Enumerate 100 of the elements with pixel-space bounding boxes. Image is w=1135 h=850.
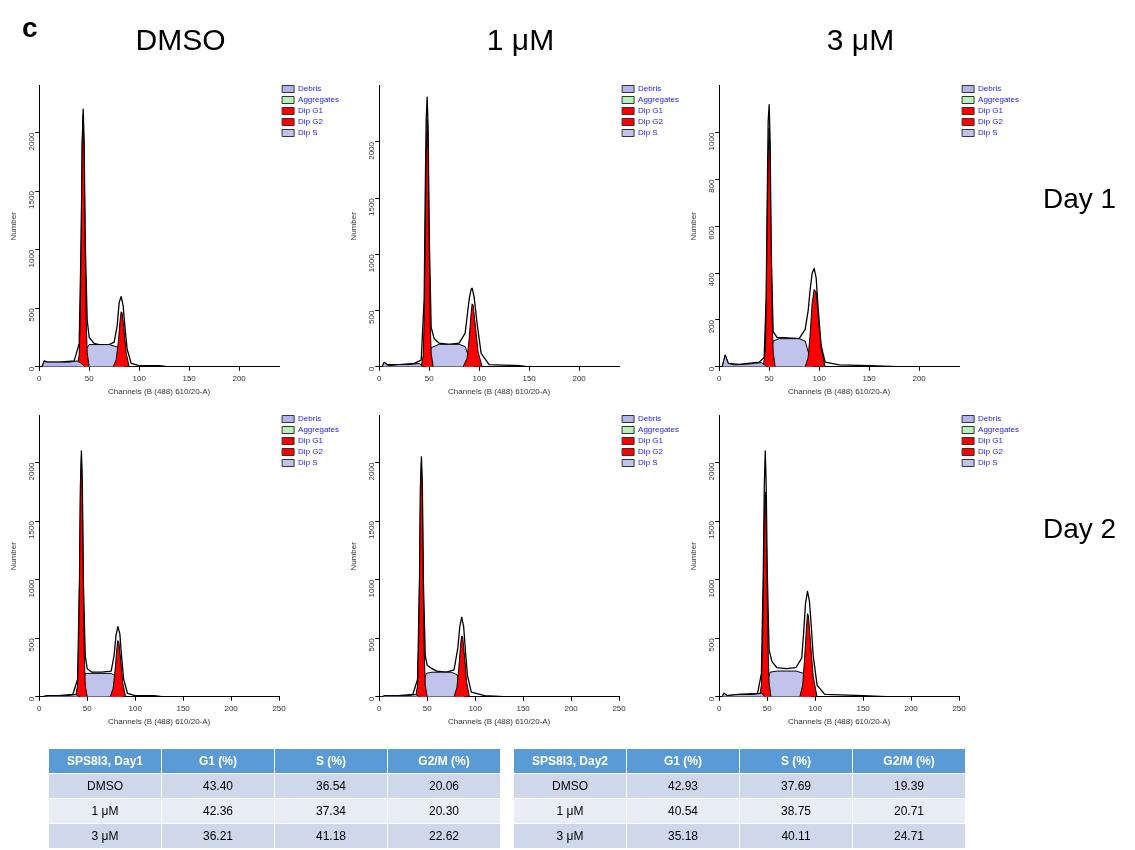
legend-label: Debris	[638, 414, 662, 424]
y-tick-label: 1500	[707, 520, 717, 539]
y-tick-label: 1500	[27, 190, 37, 209]
legend-label: Dip G1	[638, 436, 664, 446]
x-tick-label: 50	[762, 703, 773, 713]
y-tick-label: 1000	[367, 253, 377, 273]
legend-label: Dip G1	[298, 436, 324, 446]
x-tick-label: 150	[176, 703, 191, 713]
y-tick-label: 0	[707, 696, 717, 702]
y-tick-label: 500	[367, 637, 377, 652]
x-tick-label: 150	[862, 373, 877, 383]
data-label: 40.54	[626, 798, 740, 824]
y-tick-label: 1500	[27, 520, 37, 539]
legend-label: Dip G2	[638, 447, 664, 457]
y-tick-label: 2000	[367, 141, 377, 160]
x-tick-label: G1 (%)	[161, 748, 275, 774]
x-tick-label: S (%)	[274, 748, 388, 774]
y-tick-label: 1000	[707, 579, 717, 598]
chart-title: DMSO	[135, 23, 226, 56]
data-label: 19.39	[852, 773, 966, 799]
legend-label: Dip G1	[978, 106, 1004, 116]
x-tick-label: 50	[764, 373, 775, 383]
y-tick-label: 3 μM	[48, 823, 162, 849]
text: c	[22, 12, 38, 44]
data-label: 37.34	[274, 798, 388, 824]
x-tick-label: 100	[808, 703, 823, 713]
x-tick-label: 100	[468, 703, 483, 713]
y-axis-title: Number	[689, 211, 698, 241]
data-label: 35.18	[626, 823, 740, 849]
y-axis-title: Number	[9, 211, 18, 241]
x-tick-label: 100	[128, 703, 143, 713]
legend-label: Aggregates	[978, 95, 1019, 105]
y-tick-label: DMSO	[513, 773, 627, 799]
y-axis-title: Number	[349, 211, 358, 241]
legend-label: Aggregates	[978, 425, 1019, 435]
data-label: 36.54	[274, 773, 388, 799]
x-tick-label: 200	[572, 373, 587, 383]
x-tick-label: 200	[224, 703, 239, 713]
x-tick-label: 200	[904, 703, 919, 713]
x-tick-label: 250	[952, 703, 967, 713]
y-tick-label: 1000	[27, 249, 37, 268]
legend-label: Dip G2	[638, 117, 664, 127]
data-label: 42.93	[626, 773, 740, 799]
legend-label: Dip G2	[298, 447, 324, 457]
y-tick-label: 2000	[27, 132, 37, 151]
y-tick-label: 500	[27, 637, 37, 652]
y-tick-label: 3 μM	[513, 823, 627, 849]
y-tick-label: 0	[707, 366, 717, 372]
legend-label: Dip S	[298, 128, 318, 138]
data-label: 20.71	[852, 798, 966, 824]
legend-label: Dip G2	[978, 447, 1004, 457]
x-tick-label: 200	[232, 373, 247, 383]
legend-label: Debris	[978, 84, 1002, 94]
y-tick-label: 500	[367, 310, 377, 324]
chart-title: SPS8I3, Day1	[48, 748, 162, 774]
y-tick-label: 600	[707, 225, 717, 240]
data-label: 40.11	[739, 823, 853, 849]
legend-label: Dip S	[978, 128, 998, 138]
y-tick-label: 2000	[707, 462, 717, 481]
data-label: 24.71	[852, 823, 966, 849]
data-label: 43.40	[161, 773, 275, 799]
y-tick-label: 2000	[367, 462, 377, 481]
chart-title: 1 μM	[485, 23, 556, 57]
legend-label: Dip G2	[978, 117, 1004, 127]
x-tick-label: 100	[132, 373, 147, 383]
y-tick-label: 1500	[367, 197, 377, 216]
y-tick-label: 500	[707, 637, 717, 652]
x-axis-title: Channels (B (488) 610/20-A)	[788, 387, 891, 397]
legend-label: Debris	[298, 84, 322, 94]
data-label: 41.18	[274, 823, 388, 849]
legend-label: Dip G1	[638, 106, 664, 116]
legend-label: Aggregates	[298, 425, 339, 435]
legend-label: Dip S	[978, 458, 998, 468]
data-label: 22.62	[387, 823, 501, 849]
data-label: 36.21	[161, 823, 275, 849]
data-label: 42.36	[161, 798, 275, 824]
legend-label: Dip S	[638, 128, 658, 138]
y-tick-label: DMSO	[48, 773, 162, 799]
x-tick-label: 100	[472, 373, 487, 383]
y-tick-label: 1500	[367, 520, 377, 539]
legend-label: Debris	[638, 84, 662, 94]
legend-label: Debris	[978, 414, 1002, 424]
x-tick-label: 50	[422, 703, 433, 713]
legend-label: Dip G2	[298, 117, 324, 127]
y-tick-label: 2000	[27, 462, 37, 481]
x-tick-label: 150	[516, 703, 531, 713]
chart-title: 3 μM	[825, 23, 896, 57]
y-tick-label: 500	[27, 307, 37, 322]
data-label: 37.69	[739, 773, 853, 799]
y-tick-label: 200	[707, 319, 717, 334]
y-tick-label: 0	[367, 366, 377, 372]
legend-label: Dip G1	[978, 436, 1004, 446]
y-tick-label: 1 μM	[513, 798, 627, 824]
legend-label: Aggregates	[638, 95, 679, 105]
y-axis-title: Number	[689, 541, 698, 571]
x-tick-label: 50	[424, 373, 435, 383]
x-axis-title: Channels (B (488) 610/20-A)	[448, 717, 551, 727]
x-axis-title: Channels (B (488) 610/20-A)	[108, 717, 211, 727]
data-label: 20.30	[387, 798, 501, 824]
data-label: 38.75	[739, 798, 853, 824]
